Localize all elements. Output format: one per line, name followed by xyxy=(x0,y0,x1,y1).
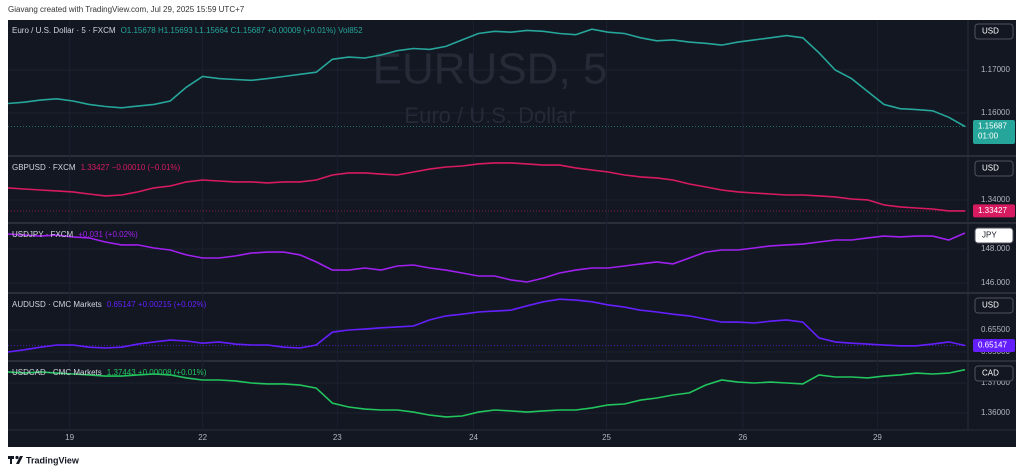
currency-label: USD xyxy=(982,301,999,310)
legend-quote: O1.15678 H1.15693 L1.15664 C1.15687 +0.0… xyxy=(121,26,364,35)
y-tick-label: 146.000 xyxy=(981,278,1010,287)
legend-symbol: GBPUSD · FXCM xyxy=(12,163,76,172)
last-price-label: 0.65147 xyxy=(978,341,1007,350)
y-tick-label: 1.17000 xyxy=(981,65,1010,74)
last-price-label: 1.33427 xyxy=(978,206,1007,215)
watermark-subtitle: Euro / U.S. Dollar xyxy=(404,103,575,128)
y-tick-label: 148.000 xyxy=(981,244,1010,253)
header: Giavang created with TradingView.com, Ju… xyxy=(8,5,245,14)
x-tick-label: 25 xyxy=(602,433,611,442)
price-line xyxy=(8,298,966,353)
price-line xyxy=(8,232,966,283)
y-tick-label: 1.34000 xyxy=(981,195,1010,204)
y-tick-label: 1.36000 xyxy=(981,408,1010,417)
last-price-tag xyxy=(973,119,1015,144)
y-tick-label: 1.37000 xyxy=(981,378,1010,387)
legend: USDCAD · CMC Markets 1.37443 +0.00008 (+0… xyxy=(12,368,207,377)
currency-label: USD xyxy=(982,164,999,173)
x-tick-label: 26 xyxy=(738,433,747,442)
last-price-tag xyxy=(973,339,1015,353)
currency-box xyxy=(974,365,1014,382)
legend: Euro / U.S. Dollar · 5 · FXCM O1.15678 H1… xyxy=(12,26,363,35)
currency-label: JPY xyxy=(982,231,997,240)
y-tick-label: 0.65500 xyxy=(981,325,1010,334)
legend-quote: 1.37443 +0.00008 (+0.01%) xyxy=(107,368,207,377)
legend-symbol: AUDUSD · CMC Markets xyxy=(12,300,102,309)
logo xyxy=(8,455,23,464)
legend: USDJPY · FXCM +0.031 (+0.02%) xyxy=(12,230,138,239)
footer-brand: TradingView xyxy=(26,455,80,465)
currency-label: CAD xyxy=(982,369,999,378)
legend: GBPUSD · FXCM 1.33427 −0.00010 (−0.01%) xyxy=(12,163,181,172)
x-tick-label: 24 xyxy=(469,433,478,442)
currency-box xyxy=(974,297,1014,314)
x-tick-label: 29 xyxy=(873,433,882,442)
x-tick-label: 19 xyxy=(65,433,74,442)
currency-box xyxy=(974,227,1014,244)
legend-symbol: USDJPY · FXCM xyxy=(12,230,74,239)
legend-quote: 0.65147 +0.00215 (+0.02%) xyxy=(107,300,207,309)
legend-symbol: USDCAD · CMC Markets xyxy=(12,368,102,377)
currency-box xyxy=(974,23,1014,40)
legend-quote: 1.33427 −0.00010 (−0.01%) xyxy=(81,163,181,172)
legend-quote: +0.031 (+0.02%) xyxy=(78,230,138,239)
currency-label: USD xyxy=(982,27,999,36)
x-tick-label: 22 xyxy=(198,433,207,442)
x-tick-label: 23 xyxy=(333,433,342,442)
bar-countdown: 01:00 xyxy=(978,132,999,141)
watermark: EURUSD, 5 xyxy=(373,45,608,94)
price-line xyxy=(8,162,965,212)
price-line xyxy=(8,28,966,128)
last-price-tag xyxy=(973,204,1015,218)
y-tick-label: 1.16000 xyxy=(981,108,1010,117)
legend-symbol: Euro / U.S. Dollar · 5 · FXCM xyxy=(12,26,116,35)
legend: AUDUSD · CMC Markets 0.65147 +0.00215 (+0… xyxy=(12,300,207,309)
last-price-label: 1.15687 xyxy=(978,122,1007,131)
currency-box xyxy=(974,160,1014,177)
price-line xyxy=(8,368,966,418)
